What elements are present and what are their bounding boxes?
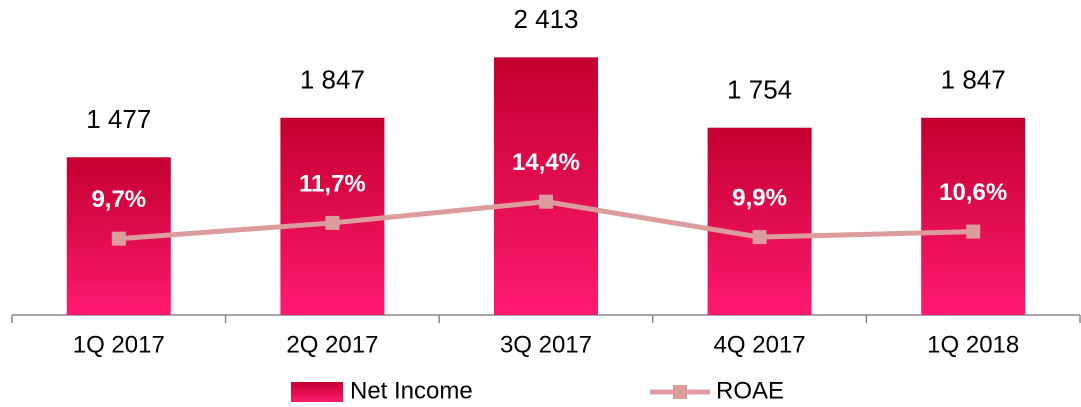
bar (707, 127, 812, 315)
roae-marker (752, 230, 767, 245)
legend-swatch (673, 385, 687, 399)
bar-value-label: 1 754 (727, 75, 792, 105)
roae-marker (325, 215, 340, 230)
legend-label: Net Income (350, 377, 473, 404)
bar (921, 117, 1026, 315)
x-tick-label: 1Q 2017 (73, 331, 165, 358)
roae-marker (539, 194, 553, 209)
x-tick-label: 3Q 2017 (500, 331, 592, 358)
roae-marker (111, 231, 126, 246)
legend-label: ROAE (716, 377, 784, 404)
x-tick-label: 1Q 2018 (927, 331, 1019, 358)
roae-label: 11,7% (299, 170, 366, 197)
x-tick-label: 2Q 2017 (286, 331, 378, 358)
x-tick-label: 4Q 2017 (714, 331, 806, 358)
bar-value-label: 1 477 (86, 104, 151, 134)
bar-value-label: 1 847 (300, 65, 365, 95)
bar-value-label: 1 847 (941, 65, 1006, 95)
roae-label: 9,9% (732, 184, 787, 211)
bar (494, 57, 598, 315)
legend-swatch (291, 382, 343, 402)
roae-label: 10,6% (939, 179, 1007, 206)
roae-label: 14,4% (512, 149, 580, 176)
bar-value-label: 2 413 (513, 4, 578, 34)
roae-label: 9,7% (91, 186, 146, 213)
roae-marker (966, 224, 981, 239)
